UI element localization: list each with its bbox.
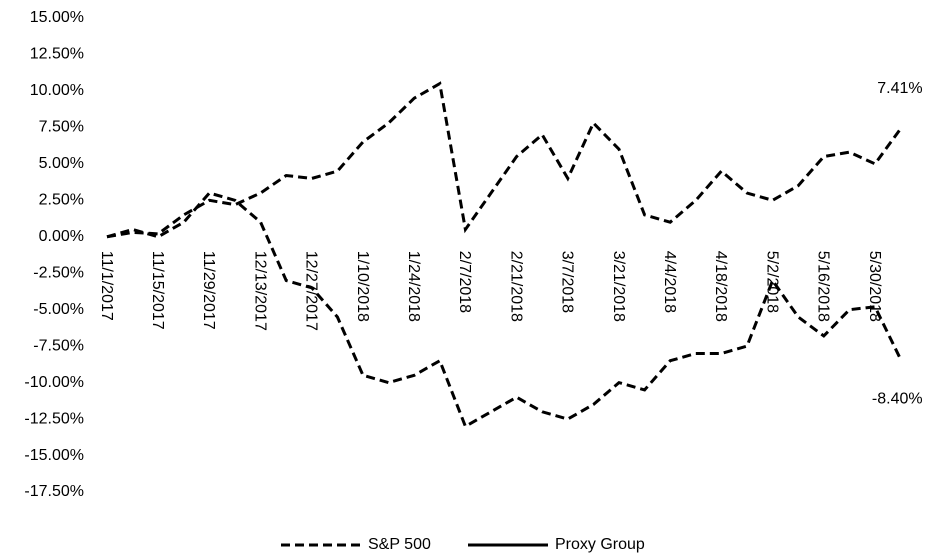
y-tick-label: 0.00% <box>39 228 84 245</box>
y-tick-label: -12.50% <box>24 410 84 427</box>
y-tick-label: -17.50% <box>24 483 84 500</box>
x-tick-label: 12/13/2017 <box>251 251 268 331</box>
x-tick-label: 5/16/2018 <box>815 251 832 322</box>
y-tick-label: -15.00% <box>24 447 84 464</box>
x-tick-label: 5/2/2018 <box>763 251 780 313</box>
y-tick-label: -5.00% <box>33 301 84 318</box>
y-tick-label: 5.00% <box>39 155 84 172</box>
series-line <box>106 81 902 239</box>
series-line <box>106 191 902 429</box>
x-tick-label: 11/1/2017 <box>98 251 115 321</box>
y-tick-label: -10.00% <box>24 374 84 391</box>
y-tick-label: 10.00% <box>30 82 84 99</box>
x-tick-label: 12/27/2017 <box>303 251 320 331</box>
legend-label: Proxy Group <box>555 536 645 553</box>
x-tick-label: 2/7/2018 <box>456 251 473 313</box>
y-tick-label: -2.50% <box>33 264 84 281</box>
x-tick-label: 1/10/2018 <box>354 251 371 322</box>
x-tick-label: 11/29/2017 <box>200 251 217 330</box>
x-tick-label: 4/4/2018 <box>661 251 678 313</box>
y-tick-label: 2.50% <box>39 192 84 209</box>
data-label: -8.40% <box>872 390 923 407</box>
y-tick-label: 15.00% <box>30 9 84 26</box>
x-tick-label: 3/21/2018 <box>610 251 627 322</box>
x-tick-label: 3/7/2018 <box>559 251 576 313</box>
y-tick-label: 7.50% <box>39 119 84 136</box>
x-tick-label: 5/30/2018 <box>866 251 883 322</box>
x-tick-label: 4/18/2018 <box>712 251 729 322</box>
y-tick-label: 12.50% <box>30 46 84 63</box>
legend-label: S&P 500 <box>368 536 431 553</box>
x-tick-label: 2/21/2018 <box>507 251 524 322</box>
x-tick-label: 11/15/2017 <box>149 251 166 330</box>
x-tick-label: 1/24/2018 <box>405 251 422 322</box>
data-label: 7.41% <box>877 80 922 97</box>
y-tick-label: -7.50% <box>33 337 84 354</box>
